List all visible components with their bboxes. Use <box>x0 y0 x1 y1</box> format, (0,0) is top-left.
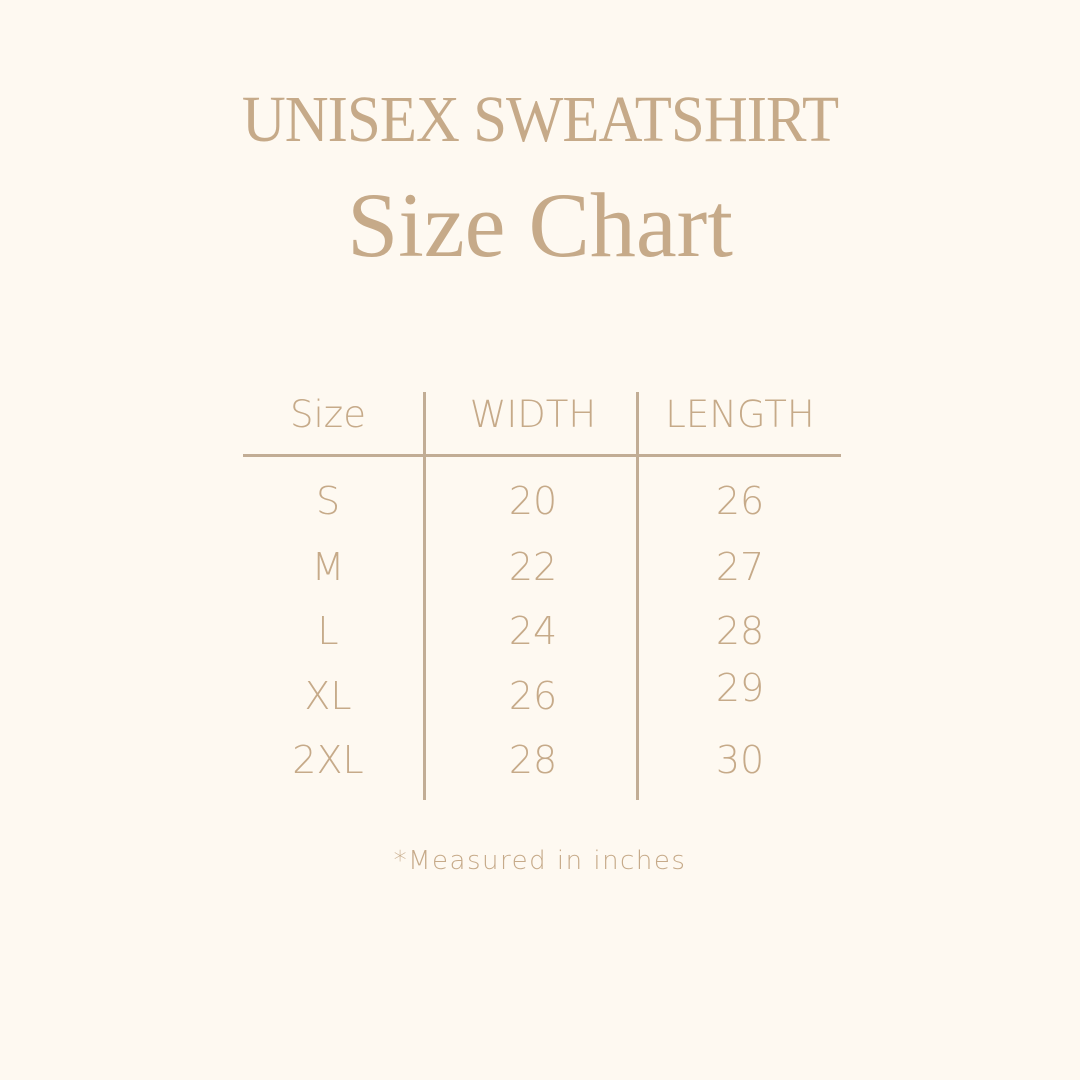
header-divider <box>243 454 841 457</box>
table-cell: M <box>311 545 345 589</box>
table-cell: 20 <box>508 479 558 523</box>
table-cell: 26 <box>508 674 558 718</box>
column-divider <box>423 392 426 800</box>
column-divider <box>636 392 639 800</box>
measurement-note: *Measured in inches <box>393 846 687 876</box>
table-cell: 29 <box>715 666 765 710</box>
table-cell: 30 <box>715 738 765 782</box>
title: UNISEX SWEATSHIRT <box>241 83 839 156</box>
table-cell: 24 <box>508 609 558 653</box>
table-cell: 27 <box>715 545 765 589</box>
table-cell: 26 <box>715 479 765 523</box>
table-cell: L <box>317 609 339 653</box>
table-cell: 2XL <box>292 738 364 782</box>
table-cell: S <box>315 479 341 523</box>
table-cell: XL <box>304 674 352 718</box>
subtitle: Size Chart <box>347 174 733 276</box>
header-length: LENGTH <box>665 393 815 436</box>
header-size: Size <box>290 393 366 436</box>
table-cell: 22 <box>508 545 558 589</box>
header-width: WIDTH <box>469 393 597 436</box>
table-cell: 28 <box>715 609 765 653</box>
table-cell: 28 <box>508 738 558 782</box>
